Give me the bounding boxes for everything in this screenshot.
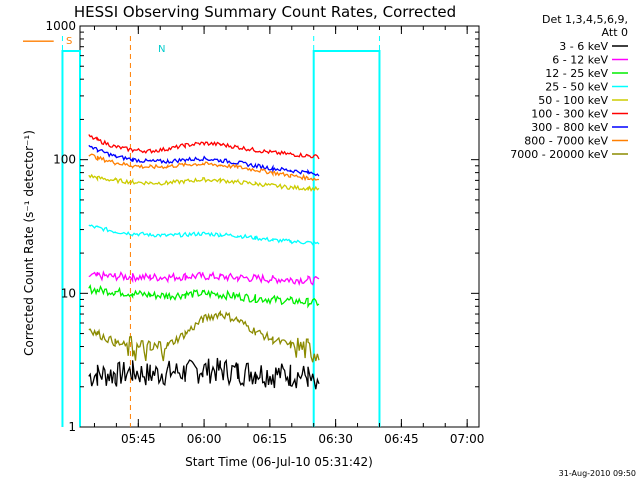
series-line xyxy=(88,270,320,286)
y-tick-label: 100 xyxy=(53,153,76,167)
x-tick-label: 06:30 xyxy=(318,432,353,446)
series-lines xyxy=(23,40,320,390)
y-axis-ticks: 1 10 100 1000 xyxy=(45,19,479,434)
x-tick-label: 06:15 xyxy=(253,432,288,446)
orbit-markers xyxy=(61,36,381,427)
legend-entry-label: 6 - 12 keV xyxy=(552,54,608,67)
y-tick-label: 1 xyxy=(68,420,76,434)
y-tick-label: 10 xyxy=(61,286,76,300)
plot-frame xyxy=(79,25,480,428)
x-tick-label: 06:45 xyxy=(384,432,419,446)
legend-entry-label: 100 - 300 keV xyxy=(531,108,608,121)
series-line xyxy=(88,357,320,390)
x-tick-label: 05:45 xyxy=(121,432,156,446)
timestamp: 31-Aug-2010 09:50 xyxy=(559,469,636,478)
legend-entry-label: 300 - 800 keV xyxy=(531,121,608,134)
series-line xyxy=(88,144,320,177)
series-line xyxy=(88,224,320,246)
x-axis-ticks: 05:45 06:00 06:15 06:30 06:45 07:00 xyxy=(93,26,485,446)
chart-title: HESSI Observing Summary Count Rates, Cor… xyxy=(74,3,456,21)
legend-entry-label: 3 - 6 keV xyxy=(559,40,608,53)
flag-n-label: N xyxy=(158,44,165,55)
legend-entry-label: 800 - 7000 keV xyxy=(524,135,608,148)
series-line xyxy=(88,173,320,192)
series-line xyxy=(23,40,319,182)
flag-s-label: S xyxy=(66,36,72,47)
legend-entry-label: 25 - 50 keV xyxy=(545,81,608,94)
night-level-segment xyxy=(312,50,381,427)
night-level-segment xyxy=(61,50,81,427)
legend-header-line2: Att 0 xyxy=(602,26,628,39)
x-tick-label: 06:00 xyxy=(187,432,222,446)
x-tick-label: 07:00 xyxy=(450,432,485,446)
y-axis-label: Corrected Count Rate (s⁻¹ detector⁻¹) xyxy=(22,130,36,356)
x-axis-label: Start Time (06-Jul-10 05:31:42) xyxy=(185,455,373,469)
legend-header-line1: Det 1,3,4,5,6,9, xyxy=(542,13,628,26)
legend-entry-label: 12 - 25 keV xyxy=(545,67,608,80)
legend-entry-label: 7000 - 20000 keV xyxy=(510,148,608,161)
series-line xyxy=(88,283,320,309)
y-tick-label: 1000 xyxy=(45,19,76,33)
series-line xyxy=(88,309,320,363)
series-line xyxy=(88,134,320,160)
legend-entry-label: 50 - 100 keV xyxy=(538,94,608,107)
